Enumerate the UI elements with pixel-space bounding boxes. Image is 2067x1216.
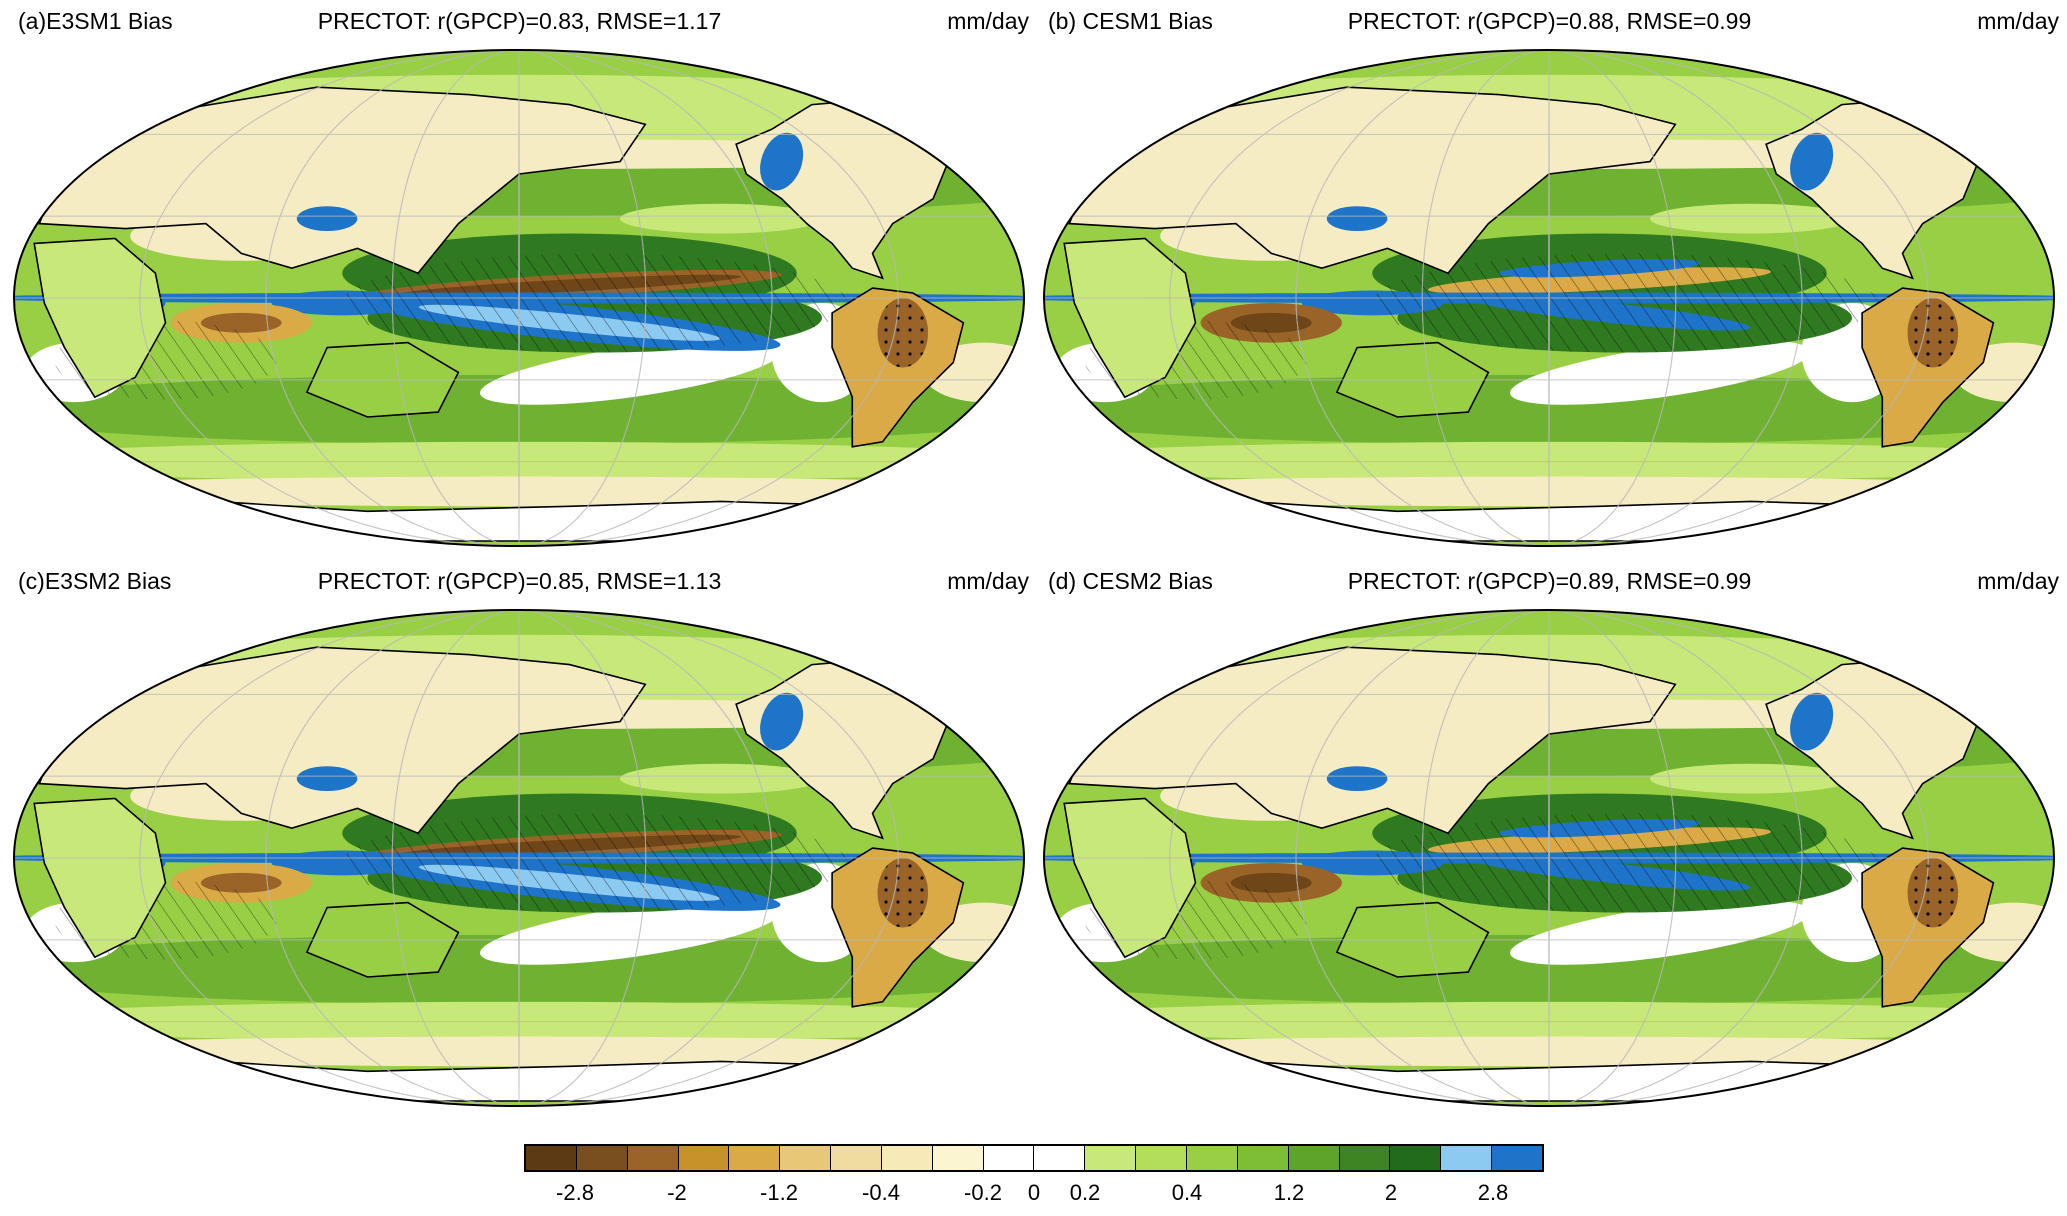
colorbar-swatch <box>881 1146 933 1170</box>
panel-units: mm/day <box>947 8 1029 34</box>
colorbar-swatch <box>1441 1146 1493 1170</box>
panel-label: (b) CESM1 Bias <box>1048 8 1213 34</box>
panel-units: mm/day <box>1977 568 2059 594</box>
colorbar-swatch <box>1034 1146 1086 1170</box>
panel-units: mm/day <box>1977 8 2059 34</box>
precip-bias-map <box>1043 609 2055 1107</box>
colorbar-swatch <box>983 1146 1035 1170</box>
colorbar <box>524 1144 1544 1172</box>
colorbar-tick-label: 0 <box>1027 1180 1041 1205</box>
colorbar-tick-label: -1.2 <box>760 1180 798 1205</box>
map-panel-d: (d) CESM2 Bias PRECTOT: r(GPCP)=0.89, RM… <box>1034 560 2065 1140</box>
colorbar-swatch <box>1339 1146 1391 1170</box>
panel-label: (c)E3SM2 Bias <box>18 568 172 594</box>
colorbar-tick-label: -0.4 <box>862 1180 900 1205</box>
colorbar-swatch <box>831 1146 882 1170</box>
panel-stats: PRECTOT: r(GPCP)=0.85, RMSE=1.13 <box>317 568 722 594</box>
colorbar-tick-label: 2.8 <box>1477 1180 1509 1205</box>
colorbar-tick-label: 0.2 <box>1069 1180 1101 1205</box>
colorbar-swatch <box>1390 1146 1442 1170</box>
colorbar-swatch <box>780 1146 832 1170</box>
colorbar-tick-label: 1.2 <box>1273 1180 1305 1205</box>
colorbar-swatch <box>1085 1146 1137 1170</box>
map-panel-b: (b) CESM1 Bias PRECTOT: r(GPCP)=0.88, RM… <box>1034 0 2065 580</box>
precip-bias-map <box>13 49 1025 547</box>
colorbar-swatch <box>932 1146 984 1170</box>
colorbar-tick-label: -2.8 <box>556 1180 594 1205</box>
panel-label: (a)E3SM1 Bias <box>18 8 173 34</box>
colorbar-swatch <box>1136 1146 1187 1170</box>
colorbar-swatch <box>1237 1146 1289 1170</box>
colorbar-swatch <box>1288 1146 1340 1170</box>
precip-bias-map <box>1043 49 2055 547</box>
map-panel-c: (c)E3SM2 Bias PRECTOT: r(GPCP)=0.85, RMS… <box>4 560 1035 1140</box>
colorbar-tick-label: 0.4 <box>1171 1180 1203 1205</box>
panel-stats: PRECTOT: r(GPCP)=0.88, RMSE=0.99 <box>1347 8 1752 34</box>
colorbar-swatch <box>627 1146 679 1170</box>
colorbar-swatch <box>1186 1146 1238 1170</box>
panel-label: (d) CESM2 Bias <box>1048 568 1213 594</box>
colorbar-swatch <box>678 1146 730 1170</box>
colorbar-tick-labels: -2.8 -2 -1.2 -0.4 -0.2 0 0.2 0.4 1.2 2 2.8 <box>524 1180 1544 1210</box>
precip-bias-map <box>13 609 1025 1107</box>
panel-stats: PRECTOT: r(GPCP)=0.83, RMSE=1.17 <box>317 8 722 34</box>
colorbar-tick-label: -2 <box>667 1180 687 1205</box>
panel-stats: PRECTOT: r(GPCP)=0.89, RMSE=0.99 <box>1347 568 1752 594</box>
map-panel-a: (a)E3SM1 Bias PRECTOT: r(GPCP)=0.83, RMS… <box>4 0 1035 580</box>
colorbar-swatch <box>576 1146 628 1170</box>
colorbar-swatch <box>729 1146 781 1170</box>
colorbar-swatch <box>526 1146 577 1170</box>
panel-units: mm/day <box>947 568 1029 594</box>
colorbar-swatch <box>1492 1146 1542 1170</box>
colorbar-tick-label: -0.2 <box>964 1180 1002 1205</box>
colorbar-tick-label: 2 <box>1384 1180 1398 1205</box>
